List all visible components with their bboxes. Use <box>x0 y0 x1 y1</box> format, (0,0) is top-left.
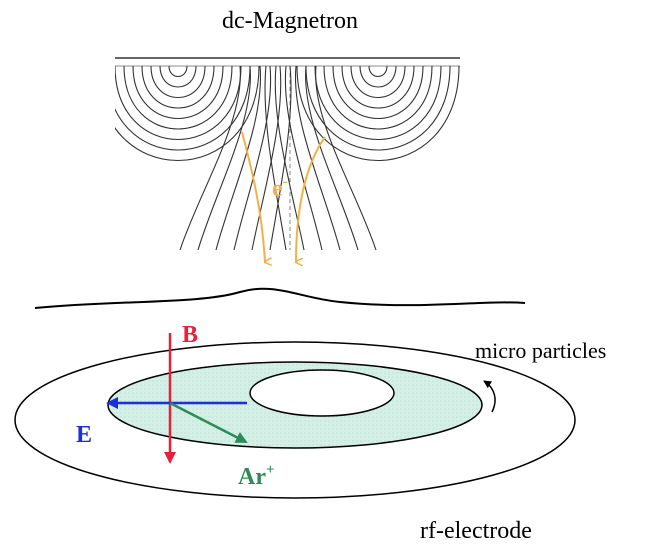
field-line <box>179 65 241 250</box>
field-line <box>150 65 206 99</box>
particles-label: micro particles <box>475 338 606 363</box>
electron-arrow <box>241 131 265 262</box>
field-line <box>350 65 406 99</box>
field-line <box>368 65 388 78</box>
field-line <box>115 65 260 161</box>
field-line <box>34 66 71 250</box>
field-line <box>296 65 460 161</box>
field-line <box>323 65 433 130</box>
field-line <box>197 65 251 250</box>
field-line <box>123 65 233 130</box>
field-line <box>115 65 251 151</box>
plasma-boundary <box>34 287 526 309</box>
field-line <box>215 65 262 250</box>
field-line <box>141 65 215 109</box>
field-line <box>314 65 442 141</box>
field-line <box>168 65 188 78</box>
field-line <box>516 66 576 250</box>
field-line <box>16 66 61 250</box>
ar-arrow <box>169 401 248 444</box>
title: dc-Magnetron <box>222 8 358 34</box>
field-line <box>0 66 50 250</box>
field-line <box>284 65 323 250</box>
field-line <box>485 66 522 250</box>
field-line <box>70 66 91 250</box>
field-line <box>341 65 415 109</box>
electrode-label: rf-electrode <box>420 518 532 544</box>
magnetron-field <box>0 57 576 250</box>
e-label: E <box>76 422 92 448</box>
field-line <box>132 65 224 120</box>
field-line <box>506 66 558 250</box>
field-line <box>0 66 40 250</box>
field-line <box>359 65 397 88</box>
ring-hole <box>249 369 395 417</box>
field-line <box>274 65 305 250</box>
ar-label: Ar+ <box>238 462 275 490</box>
b-label: B <box>182 322 198 348</box>
field-line <box>315 65 377 250</box>
field-line <box>233 65 272 250</box>
field-line <box>495 66 540 250</box>
field-line <box>305 65 451 151</box>
field-line <box>465 66 486 250</box>
field-line <box>294 65 341 250</box>
field-line <box>159 65 197 88</box>
electron-arrow <box>296 136 326 262</box>
field-line <box>269 65 292 250</box>
field-line <box>52 66 81 250</box>
field-line <box>305 65 359 250</box>
field-line <box>264 65 287 250</box>
rotation-arrow <box>483 380 496 413</box>
field-line <box>115 65 242 141</box>
electron-label: e- <box>272 174 288 202</box>
field-line <box>251 65 282 250</box>
field-line <box>332 65 424 120</box>
field-line <box>475 66 504 250</box>
